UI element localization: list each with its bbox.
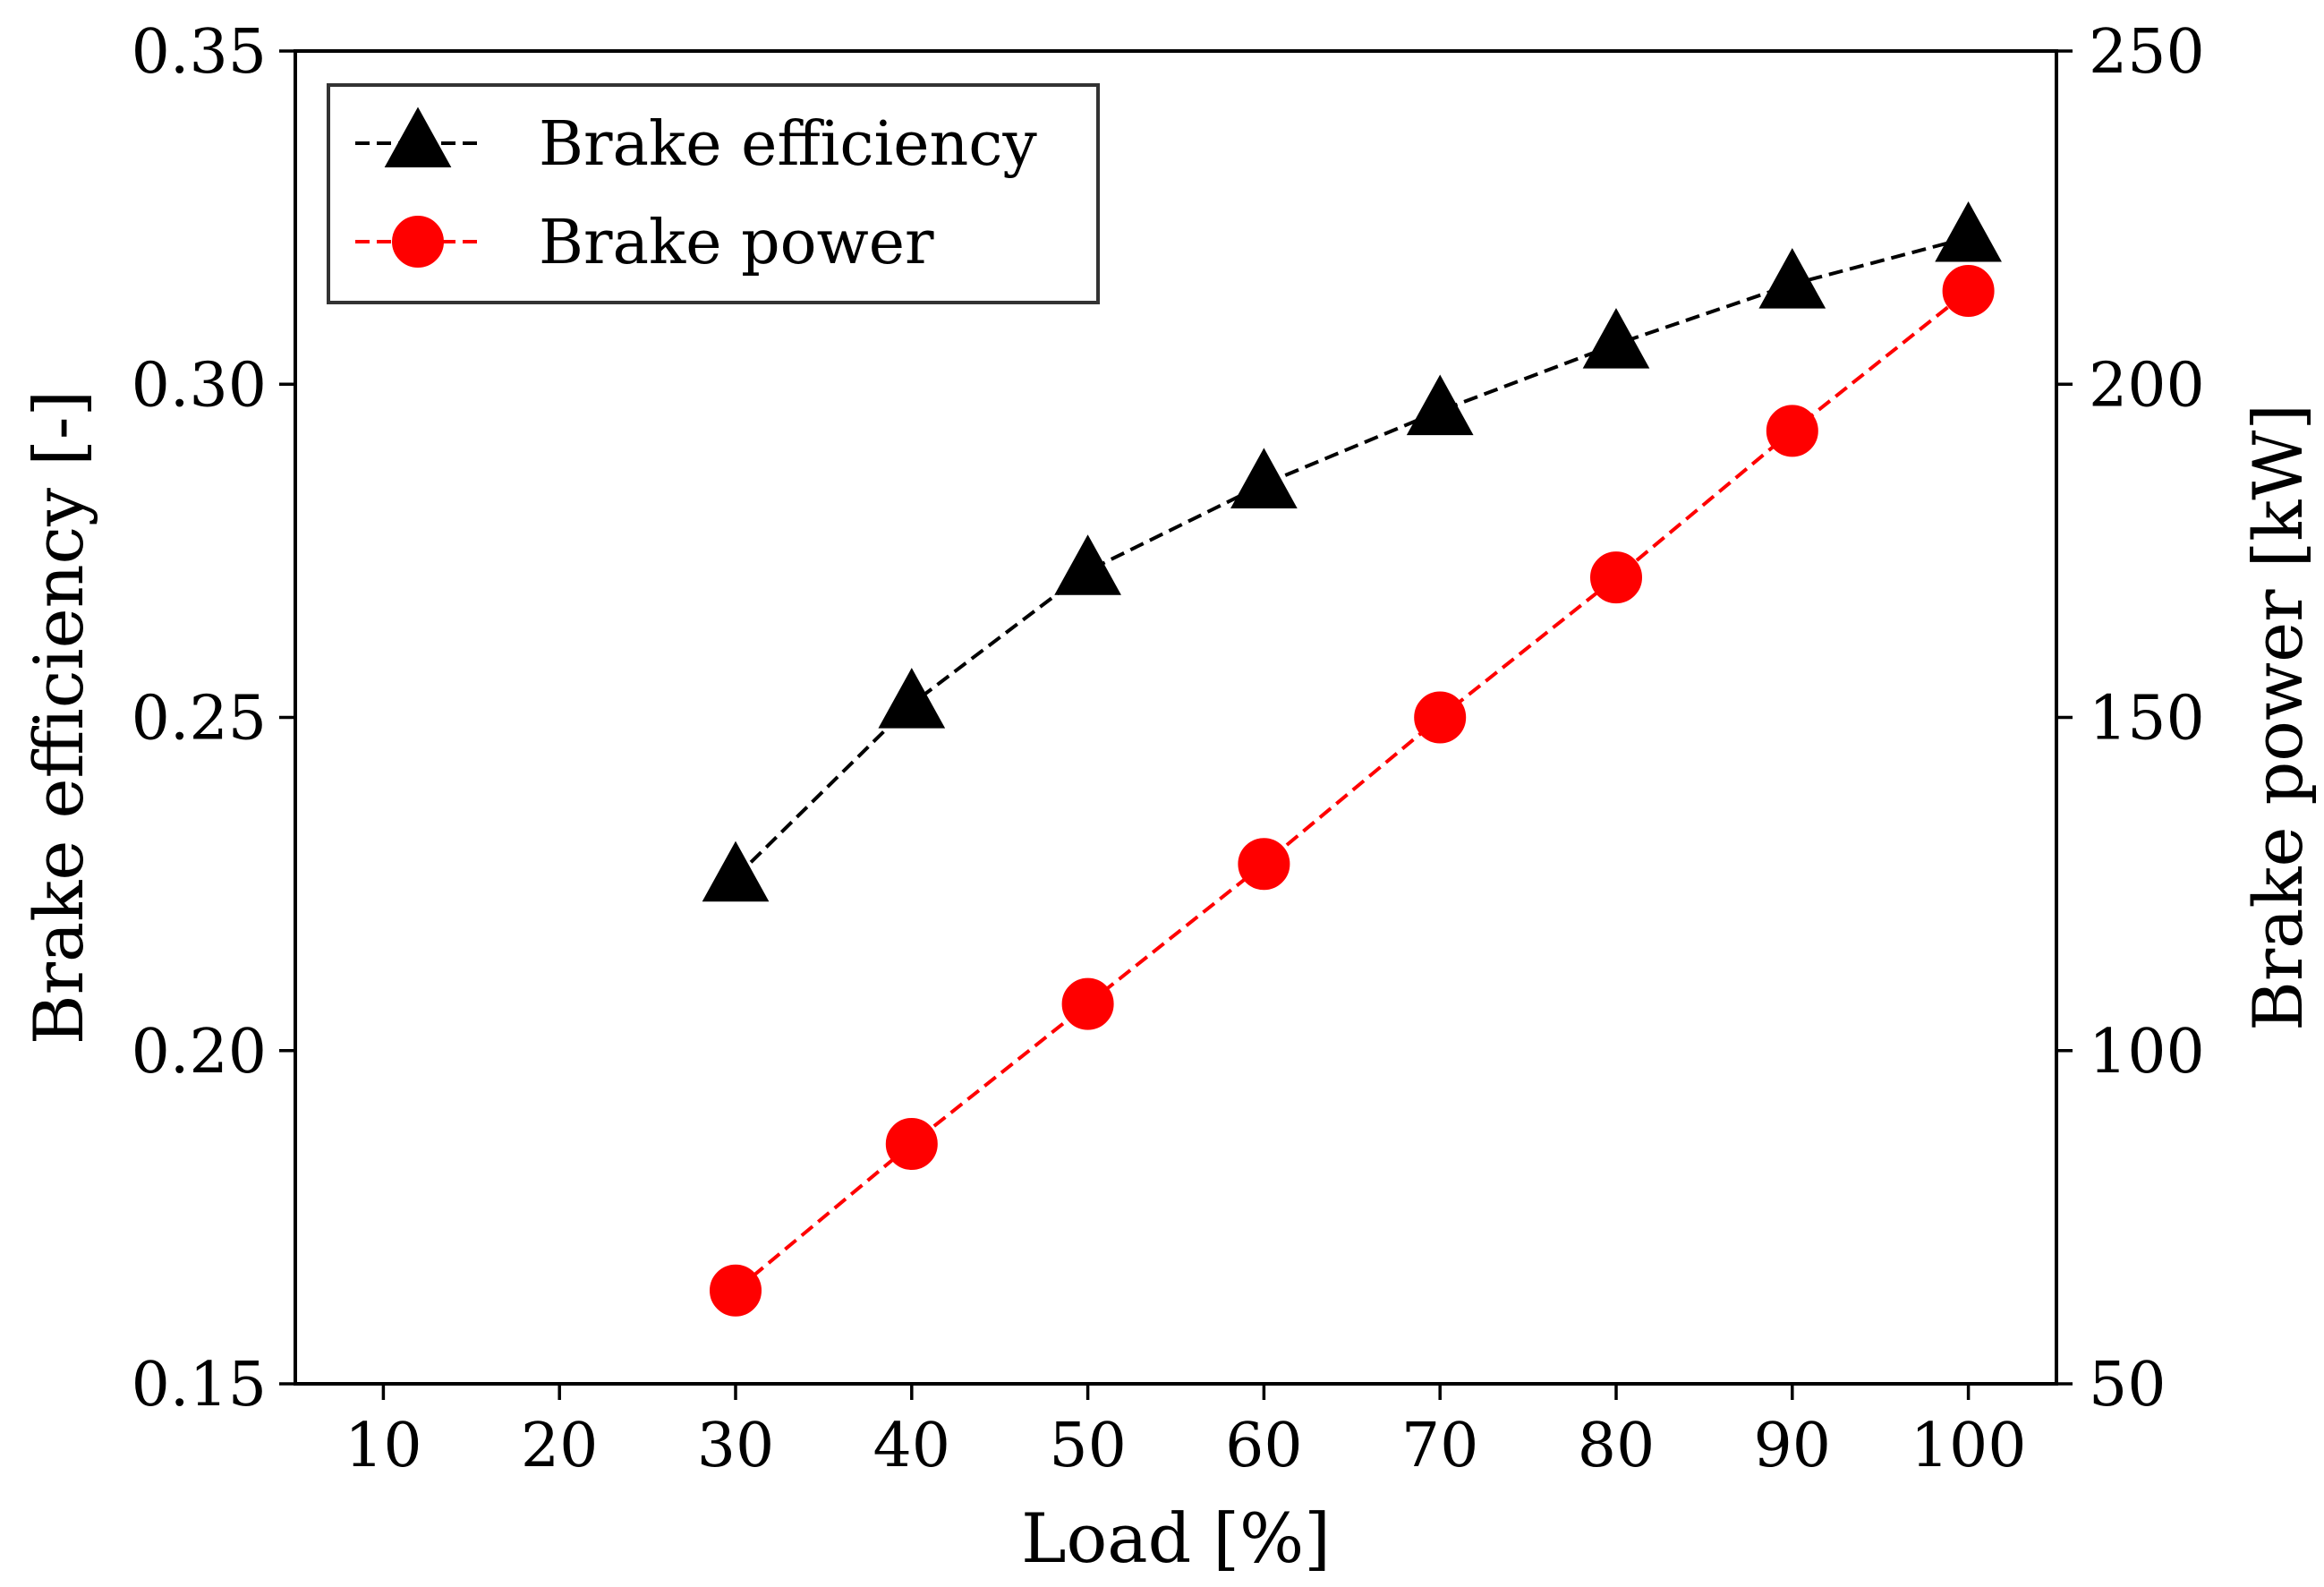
- y-right-tick-label: 200: [2089, 350, 2205, 421]
- brake-power-point: [1238, 838, 1290, 891]
- brake-efficiency-point: [1054, 534, 1121, 595]
- brake-power-point: [1590, 551, 1642, 604]
- y-right-axis-title: Brake power [kW]: [2238, 404, 2318, 1031]
- brake-power-point: [1061, 977, 1114, 1030]
- brake-efficiency-point: [1935, 201, 2002, 262]
- x-tick-label: 100: [1911, 1411, 2027, 1481]
- y-left-tick-label: 0.15: [132, 1350, 267, 1421]
- brake-efficiency-point: [878, 668, 946, 729]
- brake-power-point: [885, 1117, 938, 1170]
- x-tick-label: 30: [697, 1411, 775, 1481]
- y-right-tick-label: 150: [2089, 684, 2205, 755]
- y-left-tick-label: 0.25: [132, 684, 267, 755]
- x-tick-label: 50: [1049, 1411, 1127, 1481]
- y-right-tick-label: 250: [2089, 17, 2205, 88]
- brake-power-point: [1766, 405, 1818, 457]
- legend-marker-brake-power: [392, 216, 444, 268]
- x-tick-label: 80: [1578, 1411, 1656, 1481]
- y-right-tick-label: 100: [2089, 1017, 2205, 1088]
- brake-efficiency-point: [1582, 308, 1650, 369]
- legend-label-brake-power: Brake power: [539, 208, 934, 278]
- legend: Brake efficiency Brake power: [327, 83, 1100, 304]
- y-right-tick-label: 50: [2089, 1350, 2167, 1421]
- brake-efficiency-point: [1406, 374, 1474, 436]
- x-tick-label: 90: [1754, 1411, 1832, 1481]
- x-axis-title: Load [%]: [1021, 1498, 1331, 1578]
- brake-power-point: [710, 1264, 762, 1317]
- x-tick-label: 20: [521, 1411, 599, 1481]
- brake-efficiency-point: [1758, 248, 1826, 309]
- brake-power-point: [1414, 691, 1467, 744]
- x-tick-label: 40: [873, 1411, 951, 1481]
- x-tick-label: 70: [1401, 1411, 1479, 1481]
- brake-efficiency-line: [734, 235, 1970, 879]
- y-left-tick-label: 0.30: [132, 350, 267, 421]
- x-tick-label: 10: [345, 1411, 422, 1481]
- brake-power-line: [734, 289, 1970, 1293]
- legend-label-brake-efficiency: Brake efficiency: [539, 109, 1037, 180]
- brake-power-point: [1942, 265, 1995, 318]
- y-left-axis-title: Brake efficiency [-]: [19, 390, 98, 1045]
- axes-layer: 10 20 30 40 50 60 70 80 90 100 0.15 0.20 0.25 0.30 0.3…: [19, 17, 2318, 1578]
- x-tick-label: 60: [1225, 1411, 1303, 1481]
- brake-efficiency-point: [702, 840, 770, 902]
- series-layer: [702, 201, 2002, 1317]
- legend-marker-brake-efficiency: [384, 107, 452, 168]
- brake-efficiency-point: [1230, 448, 1298, 508]
- y-left-tick-label: 0.35: [132, 17, 267, 88]
- legend-frame: [327, 83, 1100, 304]
- y-left-tick-label: 0.20: [132, 1017, 267, 1088]
